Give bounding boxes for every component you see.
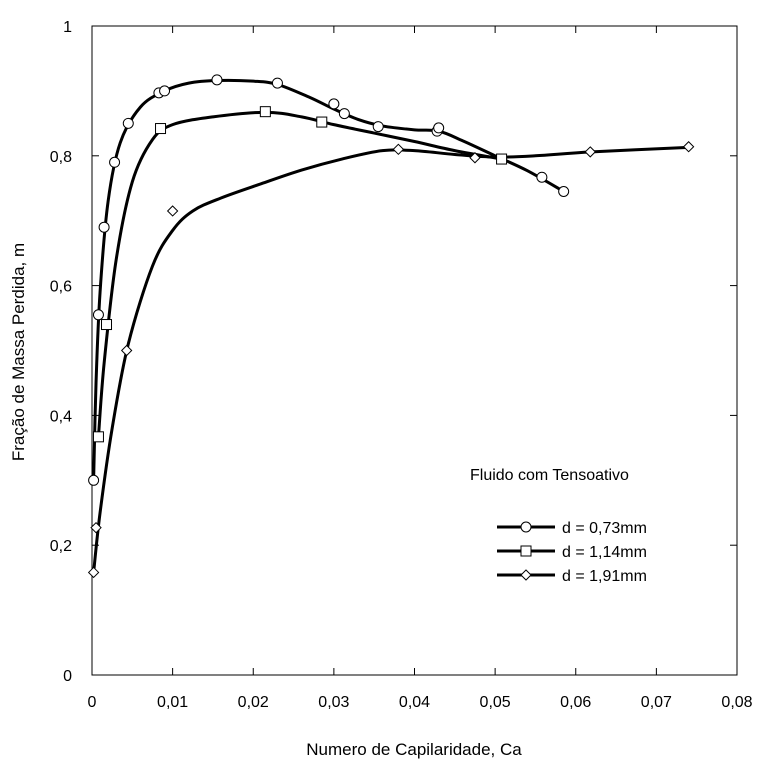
data-point-circle [339, 109, 349, 119]
data-point-circle [434, 123, 444, 133]
data-point-circle [160, 86, 170, 96]
data-point-circle [110, 157, 120, 167]
data-point-circle [89, 475, 99, 485]
x-tick-label: 0,07 [641, 694, 672, 711]
legend-marker-circle [521, 522, 531, 532]
x-tick-label: 0,03 [318, 694, 349, 711]
x-tick-label: 0,05 [480, 694, 511, 711]
data-point-square [102, 320, 112, 330]
data-point-square [260, 107, 270, 117]
data-point-square [156, 124, 166, 134]
y-tick-label: 1 [63, 19, 72, 36]
y-tick-label: 0,2 [50, 538, 72, 555]
legend-label: d = 1,14mm [562, 544, 647, 561]
data-point-circle [272, 78, 282, 88]
y-axis-title: Fração de Massa Perdida, m [9, 243, 28, 461]
data-point-square [93, 432, 103, 442]
y-tick-label: 0 [63, 668, 72, 685]
legend-marker-square [521, 546, 531, 556]
x-tick-label: 0,04 [399, 694, 430, 711]
data-point-circle [537, 172, 547, 182]
y-tick-label: 0,8 [50, 149, 72, 166]
x-tick-label: 0,08 [721, 694, 752, 711]
data-point-square [317, 117, 327, 127]
legend-title: Fluido com Tensoativo [470, 467, 629, 484]
legend-label: d = 0,73mm [562, 520, 647, 537]
data-point-circle [99, 222, 109, 232]
x-axis-title: Numero de Capilaridade, Ca [306, 740, 522, 759]
x-tick-label: 0 [88, 694, 97, 711]
data-point-circle [329, 99, 339, 109]
data-point-circle [212, 75, 222, 85]
data-point-circle [559, 186, 569, 196]
y-tick-label: 0,6 [50, 279, 72, 296]
y-tick-label: 0,4 [50, 408, 72, 425]
data-point-circle [373, 122, 383, 132]
x-tick-label: 0,01 [157, 694, 188, 711]
x-tick-label: 0,02 [238, 694, 269, 711]
x-tick-label: 0,06 [560, 694, 591, 711]
data-point-circle [93, 310, 103, 320]
legend-label: d = 1,91mm [562, 568, 647, 585]
data-point-circle [123, 118, 133, 128]
data-point-square [497, 154, 507, 164]
